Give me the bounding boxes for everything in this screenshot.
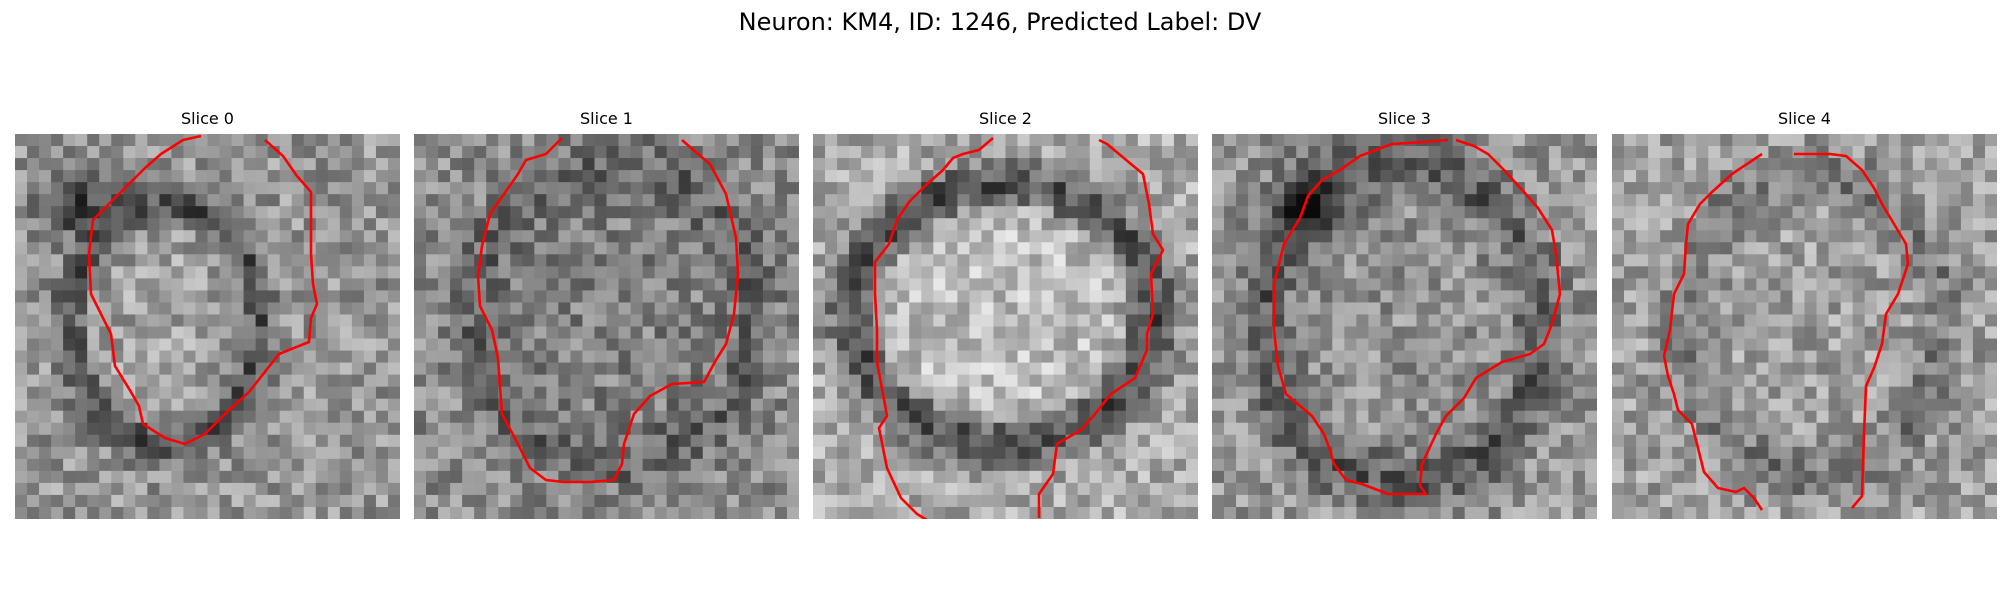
figure-title: Neuron: KM4, ID: 1246, Predicted Label: … (738, 8, 1262, 36)
slice-title: Slice 1 (580, 109, 633, 128)
slice-image-2 (813, 134, 1198, 519)
image-pixels (1212, 134, 1597, 519)
slice-panel-2: Slice 2 (813, 110, 1198, 524)
image-pixels (15, 134, 400, 519)
segmentation-contour (476, 137, 740, 484)
slice-image-3 (1212, 134, 1597, 519)
image-pixels (414, 134, 799, 519)
slice-panel-4: Slice 4 (1612, 110, 1997, 524)
slice-title: Slice 3 (1378, 109, 1431, 128)
slice-image-0 (15, 134, 400, 519)
image-pixels (813, 134, 1198, 519)
segmentation-contour (1272, 138, 1562, 496)
segmentation-contour (87, 134, 319, 446)
slice-title: Slice 2 (979, 109, 1032, 128)
image-pixels (1612, 134, 1997, 519)
segmentation-contour (873, 137, 1165, 519)
slice-panel-3: Slice 3 (1212, 110, 1597, 524)
slice-image-4 (1612, 134, 1997, 519)
segmentation-contour (1662, 152, 1910, 511)
slice-image-1 (414, 134, 799, 519)
slice-title: Slice 0 (181, 109, 234, 128)
slice-panel-1: Slice 1 (414, 110, 799, 524)
slice-title: Slice 4 (1778, 109, 1831, 128)
slice-panel-0: Slice 0 (15, 110, 400, 524)
